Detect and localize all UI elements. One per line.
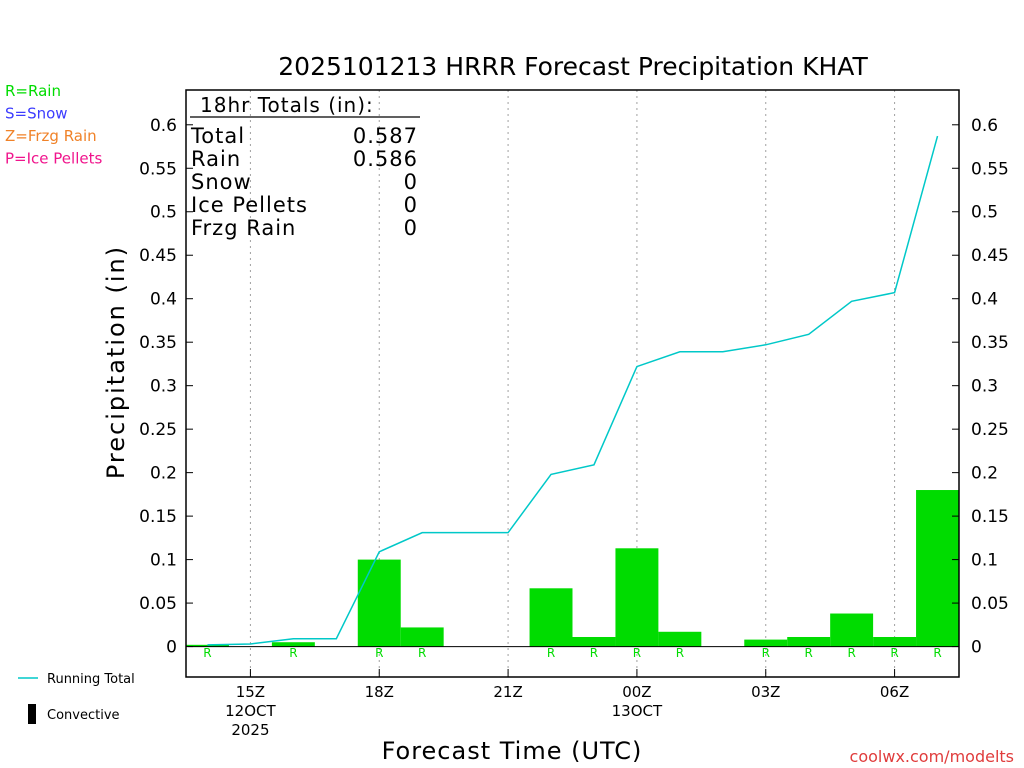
series-legend-label: Running Total [47, 672, 135, 687]
totals-box: 18hr Totals (in): Total 0.587 Rain 0.586 Snow… [190, 93, 420, 240]
ytick-label-right: 0.15 [971, 507, 1009, 527]
xtick-label: 03Z [751, 683, 780, 701]
rain-bar [357, 559, 401, 647]
ytick-label-left: 0.15 [139, 507, 177, 527]
type-marker: R [289, 646, 297, 660]
totals-row-label: Ice Pellets [191, 193, 308, 217]
type-marker: R [375, 646, 383, 660]
ytick-label-right: 0.6 [971, 116, 998, 136]
vertical-gridlines [249, 90, 896, 677]
ytick-label-left: 0.2 [150, 464, 177, 484]
xtick-label: 2025 [231, 721, 269, 739]
rain-bar [744, 639, 788, 647]
rain-bar [529, 588, 573, 647]
totals-row-label: Rain [191, 147, 241, 171]
rain-bar [787, 636, 831, 647]
totals-row-value: 0 [404, 193, 418, 217]
type-marker: R [418, 646, 426, 660]
totals-row-value: 0 [404, 170, 418, 194]
xtick-label: 18Z [365, 683, 394, 701]
plot-frame [185, 89, 960, 678]
ytick-label-left: 0.35 [139, 333, 177, 353]
rain-bar [873, 636, 917, 647]
y-axis-right: 0 0.05 0.1 0.15 0.2 0.25 0.3 0.35 0.4 0.45 0.5 0.55… [952, 116, 1009, 658]
rain-bar [916, 490, 959, 647]
ytick-label-right: 0.55 [971, 159, 1009, 179]
precip-bars [186, 490, 959, 647]
ytick-label-left: 0.25 [139, 420, 177, 440]
xtick-label: 06Z [880, 683, 909, 701]
ytick-label-right: 0.3 [971, 377, 998, 397]
ytick-label-left: 0 [166, 638, 177, 658]
xtick-label: 13OCT [612, 702, 663, 720]
totals-row-value: 0.587 [353, 124, 418, 148]
ytick-label-right: 0.05 [971, 594, 1009, 614]
totals-row-value: 0.586 [353, 147, 418, 171]
ytick-label-right: 0.4 [971, 290, 998, 310]
ytick-label-left: 0.55 [139, 159, 177, 179]
type-marker: R [762, 646, 770, 660]
totals-row-label: Total [190, 124, 245, 148]
type-legend-item: R=Rain [5, 82, 61, 100]
type-marker: R [847, 646, 855, 660]
rain-bar [186, 644, 229, 647]
chart-title: 2025101213 HRRR Forecast Precipitation K… [278, 52, 868, 81]
type-legend-item: S=Snow [5, 105, 68, 123]
rain-bar [615, 548, 659, 647]
type-marker: R [805, 646, 813, 660]
type-marker: R [933, 646, 941, 660]
ytick-label-right: 0.25 [971, 420, 1009, 440]
y-axis-label: Precipitation (in) [102, 245, 130, 479]
type-legend-item: Z=Frzg Rain [5, 127, 97, 145]
type-legend-item: P=Ice Pellets [5, 150, 102, 168]
xtick-label: 15Z [236, 683, 265, 701]
ytick-label-right: 0.1 [971, 551, 998, 571]
rain-bar [400, 627, 444, 647]
ytick-label-left: 0.05 [139, 594, 177, 614]
series-legend-label: Convective [47, 708, 120, 723]
totals-row-value: 0 [404, 216, 418, 240]
totals-row-label: Frzg Rain [191, 216, 296, 240]
xtick-label: 00Z [622, 683, 651, 701]
type-marker: R [676, 646, 684, 660]
type-marker: R [890, 646, 898, 660]
rain-bar [658, 631, 702, 647]
type-marker: R [547, 646, 555, 660]
ytick-label-left: 0.1 [150, 551, 177, 571]
ytick-label-left: 0.45 [139, 246, 177, 266]
rain-bar [572, 636, 616, 647]
type-marker: R [633, 646, 641, 660]
totals-heading: 18hr Totals (in): [200, 93, 374, 117]
ytick-label-left: 0.6 [150, 116, 177, 136]
convective-legend-swatch [28, 704, 36, 724]
rain-bar [271, 642, 315, 647]
type-marker: R [590, 646, 598, 660]
rain-bar [830, 613, 874, 647]
xtick-label: 12OCT [225, 702, 276, 720]
ytick-label-left: 0.4 [150, 290, 177, 310]
series-legend: Running Total Convective [18, 672, 135, 724]
xtick-label: 21Z [493, 683, 522, 701]
ytick-label-left: 0.5 [150, 203, 177, 223]
ytick-label-right: 0.35 [971, 333, 1009, 353]
ytick-label-right: 0 [971, 638, 982, 658]
ytick-label-left: 0.3 [150, 377, 177, 397]
ytick-label-right: 0.2 [971, 464, 998, 484]
type-marker: R [203, 646, 211, 660]
credit-text: coolwx.com/modelts [850, 747, 1014, 766]
precip-type-legend: R=Rain S=Snow Z=Frzg Rain P=Ice Pellets [5, 82, 102, 168]
totals-row-label: Snow [191, 170, 252, 194]
y-axis-left: 0 0.05 0.1 0.15 0.2 0.25 0.3 0.35 0.4 0.45 0.5 0.55… [139, 116, 193, 658]
ytick-label-right: 0.5 [971, 203, 998, 223]
ytick-label-right: 0.45 [971, 246, 1009, 266]
running-total-line [207, 135, 939, 646]
x-axis-label: Forecast Time (UTC) [382, 737, 643, 765]
